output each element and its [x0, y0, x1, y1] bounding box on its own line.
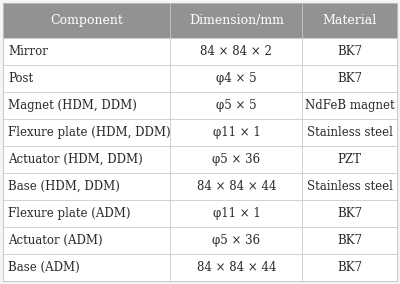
Text: φ5 × 36: φ5 × 36 — [212, 153, 260, 166]
Text: Mirror: Mirror — [8, 45, 48, 58]
Bar — [302, 254, 397, 281]
Text: Base (HDM, DDM): Base (HDM, DDM) — [8, 180, 120, 193]
Text: BK7: BK7 — [337, 45, 362, 58]
Text: NdFeB magnet: NdFeB magnet — [305, 99, 394, 112]
Bar — [302, 200, 397, 227]
Bar — [3, 227, 170, 254]
Text: φ5 × 5: φ5 × 5 — [216, 99, 257, 112]
Text: Component: Component — [50, 14, 123, 27]
Bar — [170, 92, 302, 119]
Bar — [3, 173, 170, 200]
Text: Post: Post — [8, 72, 33, 85]
Text: Base (ADM): Base (ADM) — [8, 261, 80, 273]
Bar — [302, 227, 397, 254]
Bar — [170, 227, 302, 254]
Text: BK7: BK7 — [337, 234, 362, 247]
Bar — [170, 38, 302, 65]
Bar — [170, 146, 302, 173]
Bar — [170, 3, 302, 38]
Text: Stainless steel: Stainless steel — [307, 126, 392, 139]
Bar — [3, 92, 170, 119]
Text: Magnet (HDM, DDM): Magnet (HDM, DDM) — [8, 99, 137, 112]
Text: 84 × 84 × 44: 84 × 84 × 44 — [197, 180, 276, 193]
Text: PZT: PZT — [338, 153, 362, 166]
Bar — [3, 200, 170, 227]
Bar — [170, 119, 302, 146]
Text: 84 × 84 × 2: 84 × 84 × 2 — [200, 45, 272, 58]
Bar — [3, 38, 170, 65]
Text: Flexure plate (ADM): Flexure plate (ADM) — [8, 207, 130, 220]
Text: Actuator (HDM, DDM): Actuator (HDM, DDM) — [8, 153, 143, 166]
Text: 84 × 84 × 44: 84 × 84 × 44 — [197, 261, 276, 273]
Bar — [3, 3, 170, 38]
Bar — [302, 119, 397, 146]
Bar — [170, 173, 302, 200]
Bar — [170, 254, 302, 281]
Text: φ5 × 36: φ5 × 36 — [212, 234, 260, 247]
Text: BK7: BK7 — [337, 72, 362, 85]
Text: φ11 × 1: φ11 × 1 — [212, 126, 260, 139]
Bar — [302, 65, 397, 92]
Bar — [302, 146, 397, 173]
Bar — [3, 119, 170, 146]
Text: Material: Material — [322, 14, 377, 27]
Text: Stainless steel: Stainless steel — [307, 180, 392, 193]
Bar — [3, 254, 170, 281]
Bar — [302, 173, 397, 200]
Bar — [170, 200, 302, 227]
Text: φ4 × 5: φ4 × 5 — [216, 72, 257, 85]
Text: Flexure plate (HDM, DDM): Flexure plate (HDM, DDM) — [8, 126, 171, 139]
Text: Dimension/mm: Dimension/mm — [189, 14, 284, 27]
Bar — [302, 38, 397, 65]
Text: BK7: BK7 — [337, 261, 362, 273]
Text: BK7: BK7 — [337, 207, 362, 220]
Bar — [3, 146, 170, 173]
Bar — [302, 92, 397, 119]
Text: φ11 × 1: φ11 × 1 — [212, 207, 260, 220]
Bar — [3, 65, 170, 92]
Bar — [170, 65, 302, 92]
Text: Actuator (ADM): Actuator (ADM) — [8, 234, 103, 247]
Bar — [302, 3, 397, 38]
